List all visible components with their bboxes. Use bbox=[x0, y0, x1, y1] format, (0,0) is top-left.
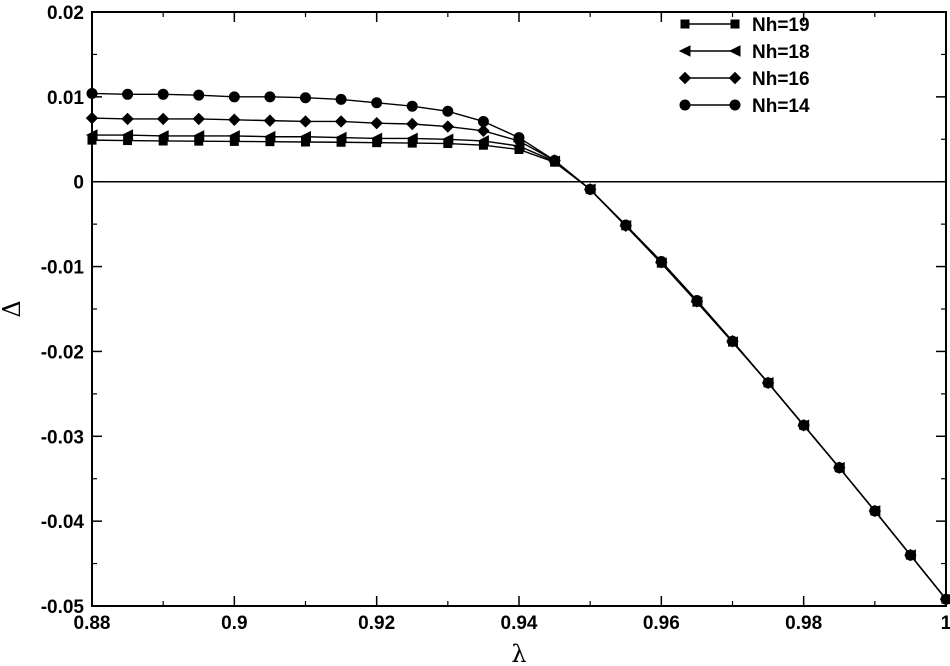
data-point-circle bbox=[157, 88, 169, 100]
data-point-triangle-left bbox=[441, 133, 454, 146]
data-point-diamond bbox=[299, 115, 312, 128]
data-point-circle bbox=[122, 88, 134, 100]
data-point-triangle-left bbox=[192, 130, 205, 142]
data-point-circle bbox=[762, 377, 774, 389]
y-tick-label: 0.01 bbox=[47, 88, 84, 109]
legend-marker bbox=[679, 99, 691, 111]
data-point-triangle-left bbox=[299, 130, 311, 143]
legend-marker bbox=[728, 45, 741, 57]
data-point-diamond bbox=[156, 112, 170, 126]
legend-entry: Nh=14 bbox=[679, 96, 810, 117]
legend-entry: Nh=16 bbox=[678, 69, 810, 90]
data-point-circle bbox=[904, 549, 916, 561]
x-tick-label: 0.98 bbox=[785, 613, 822, 634]
legend-label: Nh=16 bbox=[752, 69, 810, 90]
data-point-circle bbox=[798, 419, 810, 431]
data-point-circle bbox=[655, 255, 667, 267]
legend-marker bbox=[678, 45, 691, 57]
data-point-triangle-left bbox=[263, 130, 276, 143]
y-axis-title: Δ bbox=[0, 300, 26, 317]
data-point-circle bbox=[549, 155, 561, 166]
data-point-diamond bbox=[192, 112, 205, 126]
y-tick-label: -0.02 bbox=[41, 342, 84, 363]
data-point-circle bbox=[513, 132, 525, 144]
legend-entry: Nh=19 bbox=[680, 15, 810, 36]
data-point-circle bbox=[727, 335, 738, 347]
data-point-diamond bbox=[370, 116, 383, 130]
x-tick-label: 0.96 bbox=[643, 613, 680, 634]
data-point-triangle-left bbox=[370, 132, 383, 145]
data-point-diamond bbox=[441, 120, 455, 133]
y-tick-label: -0.04 bbox=[41, 512, 85, 533]
ticks-layer: 0.88 0.9 0.92 0.94 0.96 0.98 1 -0.05 -0.04 -0.03 -… bbox=[41, 3, 950, 634]
legend-entry: Nh=18 bbox=[678, 42, 810, 63]
data-point-circle bbox=[406, 100, 418, 112]
data-point-triangle-left bbox=[334, 131, 347, 144]
x-tick-label: 0.92 bbox=[358, 613, 395, 634]
data-point-triangle-left bbox=[406, 132, 418, 145]
data-point-circle bbox=[264, 91, 276, 103]
data-point-triangle-left bbox=[228, 130, 240, 142]
legend-marker bbox=[728, 71, 742, 85]
x-tick-label: 0.94 bbox=[501, 613, 538, 634]
data-point-circle bbox=[193, 89, 205, 101]
y-tick-label: -0.05 bbox=[41, 597, 85, 618]
data-point-circle bbox=[442, 105, 454, 117]
legend-label: Nh=19 bbox=[752, 15, 810, 36]
data-point-circle bbox=[584, 183, 596, 195]
data-point-circle bbox=[300, 92, 311, 104]
legend-label: Nh=18 bbox=[752, 42, 810, 63]
series-Nh=14 bbox=[86, 87, 950, 605]
y-tick-label: 0 bbox=[73, 173, 84, 194]
legend: Nh=19 Nh=18 Nh=16 Nh=14 bbox=[678, 15, 810, 117]
x-tick-label: 0.88 bbox=[74, 613, 111, 634]
data-point-triangle-left bbox=[157, 130, 169, 142]
data-point-diamond bbox=[334, 115, 348, 128]
y-tick-label: -0.01 bbox=[41, 258, 85, 279]
data-point-diamond bbox=[228, 113, 241, 126]
y-tick-label: 0.02 bbox=[47, 3, 84, 24]
y-tick-label: -0.03 bbox=[41, 427, 84, 448]
data-point-circle bbox=[228, 91, 240, 103]
legend-label: Nh=14 bbox=[752, 96, 810, 117]
data-point-triangle-left bbox=[477, 135, 489, 147]
data-point-circle bbox=[335, 93, 347, 105]
data-point-circle bbox=[869, 505, 881, 517]
data-point-circle bbox=[477, 115, 489, 127]
x-axis-title: λ bbox=[511, 640, 526, 666]
data-point-diamond bbox=[477, 124, 490, 138]
data-point-diamond bbox=[263, 114, 277, 127]
legend-marker bbox=[730, 19, 740, 29]
data-point-circle bbox=[371, 97, 383, 109]
data-point-circle bbox=[691, 295, 703, 307]
data-point-circle bbox=[833, 462, 845, 474]
data-point-triangle-left bbox=[121, 129, 134, 141]
x-tick-label: 1 bbox=[941, 613, 950, 634]
data-point-circle bbox=[620, 219, 632, 231]
legend-marker bbox=[729, 99, 741, 111]
x-tick-label: 0.9 bbox=[221, 613, 247, 634]
data-point-diamond bbox=[121, 112, 134, 126]
data-point-diamond bbox=[406, 117, 419, 131]
legend-marker bbox=[678, 71, 692, 85]
legend-marker bbox=[680, 19, 690, 29]
